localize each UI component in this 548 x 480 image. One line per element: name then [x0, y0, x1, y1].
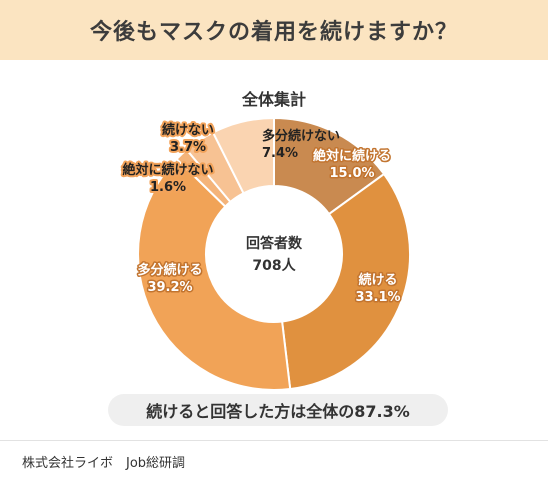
slice-label-2: 続ける [358, 272, 397, 288]
summary-pill: 続けると回答した方は全体の87.3% [108, 394, 448, 426]
slice-3 [137, 157, 292, 390]
footer-divider [0, 440, 548, 441]
slice-value-5: 3.7% [170, 140, 206, 155]
slice-2 [280, 172, 411, 390]
donut-chart: 絶対に続ける 15.0% 続ける 33.1% 多分続ける 39.2% 絶対に続けない 1.6%… [119, 116, 411, 390]
chart-title: 全体集計 [241, 90, 306, 109]
slice-value-2: 33.1% [355, 290, 400, 305]
chart-panel: 全体集計 絶対に続ける 15.0% 続ける 33.1% 多分続ける 39.2% 絶対に続けな… [0, 60, 548, 438]
source-credit: 株式会社ライボ Job総研調 [22, 456, 186, 471]
slice-6 [211, 116, 275, 195]
slice-label-5: 続けない [162, 122, 214, 138]
slice-value-1: 15.0% [329, 166, 374, 181]
slice-label-1: 絶対に続ける [312, 148, 391, 164]
page-title: 今後もマスクの着用を続けますか？ [89, 20, 458, 45]
respondents-label: 回答者数 [246, 235, 303, 252]
slice-value-6: 7.4% [262, 146, 298, 161]
respondents-count: 708人 [252, 257, 296, 274]
slice-label-4: 絶対に続けない [121, 162, 213, 178]
slice-label-6: 多分続けない [262, 128, 340, 144]
slice-label-3: 多分続ける [137, 262, 202, 278]
slice-value-4: 1.6% [150, 180, 186, 195]
summary-text: 続けると回答した方は全体の87.3% [146, 402, 410, 421]
header-banner: 今後もマスクの着用を続けますか？ [0, 0, 548, 60]
slice-value-3: 39.2% [147, 280, 192, 295]
donut-hole [207, 187, 341, 321]
